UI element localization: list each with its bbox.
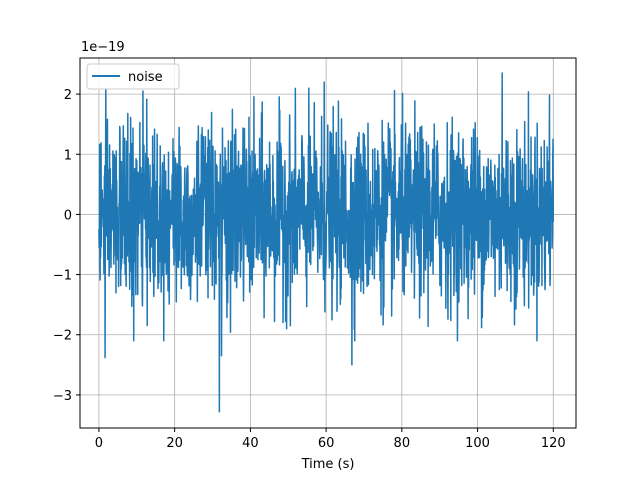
y-tick-label: −1 [53,269,72,284]
plot-frame [79,57,577,429]
y-offset-text: 1e−19 [81,40,125,55]
series-layer [98,72,555,413]
y-tick-label: 0 [64,208,72,223]
x-tick-label: 0 [95,436,103,451]
x-tick-label: 60 [318,436,335,451]
y-tick-label: −3 [53,389,72,404]
y-axis: −3 −2 −1 0 1 2 [53,88,80,404]
y-tick-label: 2 [64,88,72,103]
x-tick-label: 100 [465,436,490,451]
x-tick-label: 40 [242,436,259,451]
legend-label: noise [128,70,163,85]
legend-box [86,63,180,90]
y-tick-label: 1 [64,148,72,163]
x-axis-label: Time (s) [301,457,355,472]
series-line-noise [98,72,555,413]
x-tick-label: 80 [394,436,411,451]
legend: noise [86,63,180,90]
x-tick-label: 120 [541,436,566,451]
y-tick-label: −2 [53,329,72,344]
x-tick-label: 20 [166,436,183,451]
x-axis: 0 20 40 60 80 100 120 [95,428,566,451]
